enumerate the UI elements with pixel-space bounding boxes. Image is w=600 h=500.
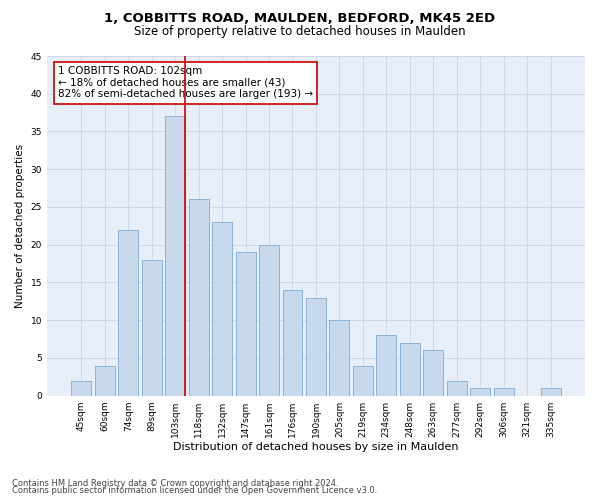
Text: Contains public sector information licensed under the Open Government Licence v3: Contains public sector information licen… (12, 486, 377, 495)
Bar (423, 350, 443, 396)
Bar (400, 343, 420, 396)
Bar (188, 200, 209, 396)
Text: Contains HM Land Registry data © Crown copyright and database right 2024.: Contains HM Land Registry data © Crown c… (12, 478, 338, 488)
Bar (236, 252, 256, 396)
Bar (470, 388, 490, 396)
Text: 1, COBBITTS ROAD, MAULDEN, BEDFORD, MK45 2ED: 1, COBBITTS ROAD, MAULDEN, BEDFORD, MK45… (104, 12, 496, 26)
Bar (541, 388, 560, 396)
Text: 1 COBBITTS ROAD: 102sqm
← 18% of detached houses are smaller (43)
82% of semi-de: 1 COBBITTS ROAD: 102sqm ← 18% of detache… (58, 66, 313, 100)
Bar (447, 380, 467, 396)
Y-axis label: Number of detached properties: Number of detached properties (15, 144, 25, 308)
Bar (71, 380, 91, 396)
Bar (142, 260, 162, 396)
Bar (95, 366, 115, 396)
Bar (329, 320, 349, 396)
Bar (118, 230, 138, 396)
Bar (212, 222, 232, 396)
Bar (165, 116, 185, 396)
Bar (259, 244, 279, 396)
Bar (376, 336, 397, 396)
X-axis label: Distribution of detached houses by size in Maulden: Distribution of detached houses by size … (173, 442, 459, 452)
Bar (494, 388, 514, 396)
Bar (306, 298, 326, 396)
Bar (353, 366, 373, 396)
Text: Size of property relative to detached houses in Maulden: Size of property relative to detached ho… (134, 25, 466, 38)
Bar (283, 290, 302, 396)
